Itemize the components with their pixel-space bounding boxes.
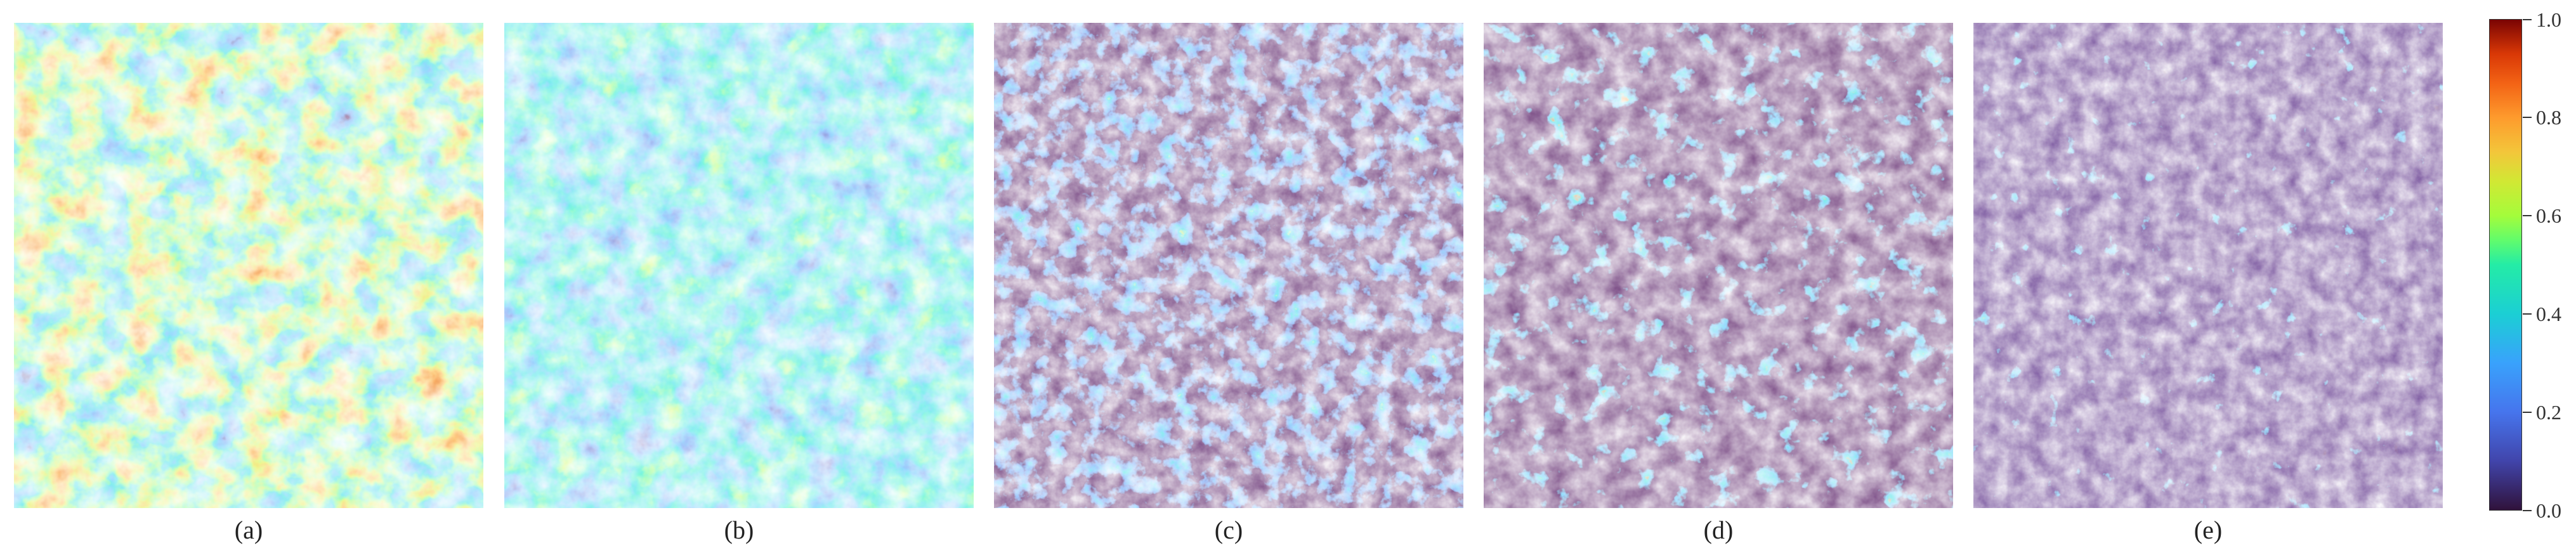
heatmap-panel-b [504,23,974,508]
colorbar-tick-1 [2523,412,2532,413]
colorbar-label-1: 0.2 [2536,401,2561,424]
colorbar-label-2: 0.4 [2536,303,2561,325]
colorbar-tick-2 [2523,313,2532,315]
heatmap-panel-a [14,23,483,508]
caption-a: (a) [234,516,263,544]
heatmap-image-b [504,23,974,508]
heatmap-image-c [994,23,1463,508]
heatmap-image-d [1484,23,1953,508]
colorbar [2489,19,2522,511]
colorbar-tick-5 [2523,19,2532,20]
colorbar-label-3: 0.6 [2536,204,2561,227]
caption-d: (d) [1703,516,1734,544]
colorbar-label-5: 1.0 [2536,8,2561,31]
heatmap-panel-c [994,23,1463,508]
colorbar-tick-3 [2523,215,2532,216]
caption-c: (c) [1214,516,1243,544]
caption-b: (b) [724,516,754,544]
heatmap-image-a [14,23,483,508]
caption-e: (e) [2194,516,2223,544]
heatmap-panel-e [1973,23,2443,508]
heatmap-image-e [1973,23,2443,508]
colorbar-tick-0 [2523,510,2532,511]
heatmap-panel-d [1484,23,1953,508]
colorbar-label-0: 0.0 [2536,499,2561,522]
colorbar-label-4: 0.8 [2536,106,2561,129]
colorbar-tick-4 [2523,117,2532,118]
